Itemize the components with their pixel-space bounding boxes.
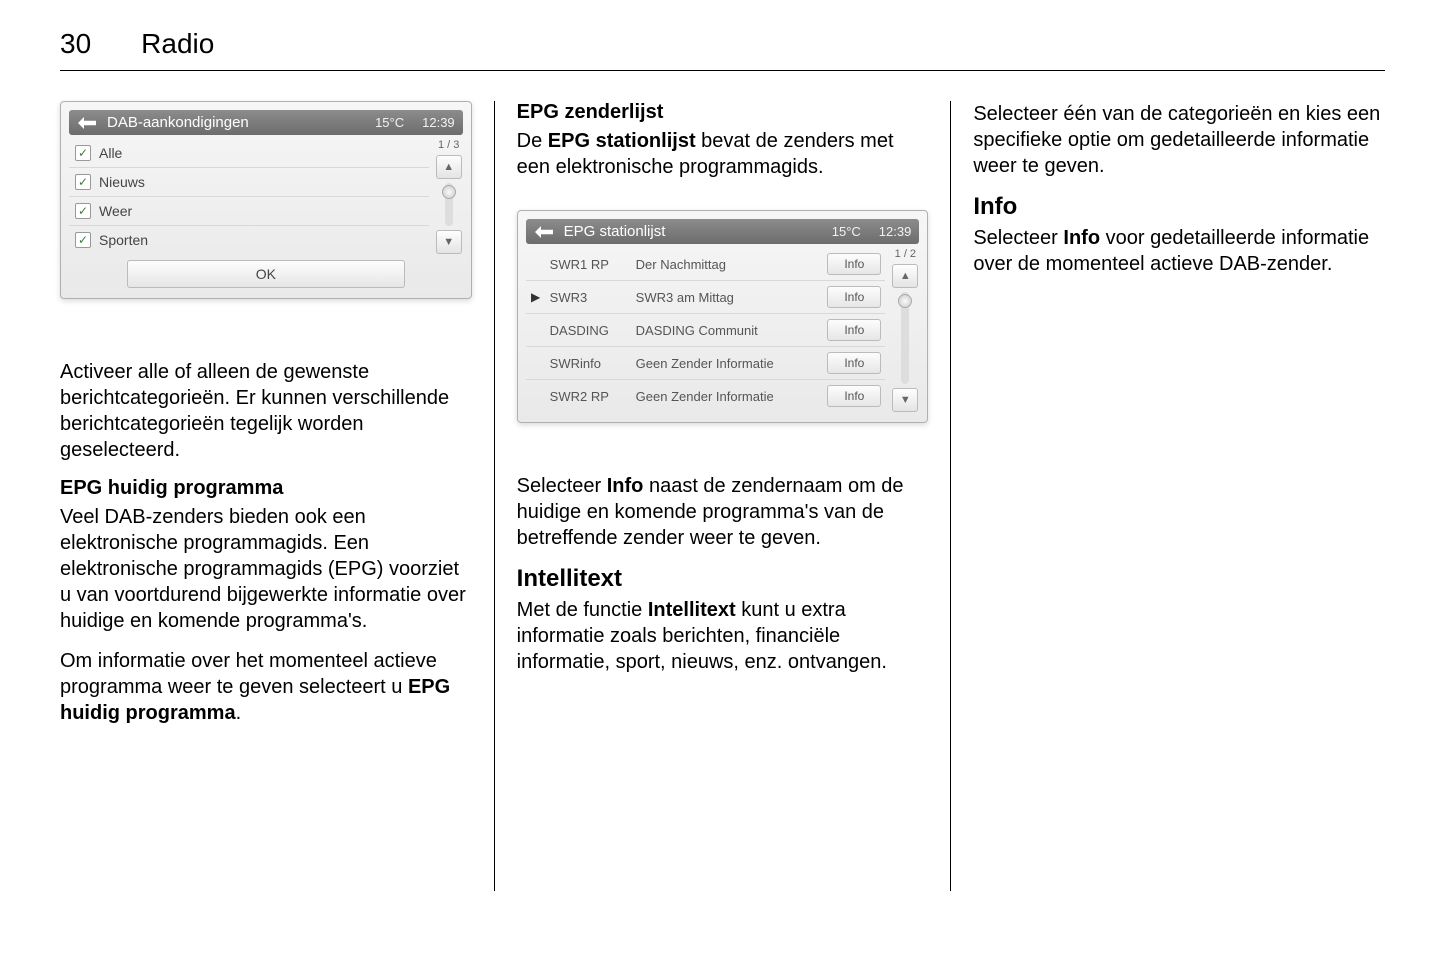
checkbox-icon[interactable]: ✓ xyxy=(75,232,91,248)
manual-page: 30 Radio DAB-aankondigingen 15°C 12:39 ✓… xyxy=(0,0,1445,966)
list-item[interactable]: ✓ Alle xyxy=(69,139,429,168)
scroll-track[interactable] xyxy=(445,183,453,226)
section-heading-info: Info xyxy=(973,193,1385,221)
list-item[interactable]: ✓ Nieuws xyxy=(69,168,429,197)
panel-title: DAB-aankondigingen xyxy=(107,114,365,131)
ok-button[interactable]: OK xyxy=(127,260,405,288)
panel-titlebar: DAB-aankondigingen 15°C 12:39 xyxy=(69,110,463,135)
column-3: Selecteer één van de categorieën en kies… xyxy=(950,101,1385,891)
program-name: Geen Zender Informatie xyxy=(636,389,820,404)
epg-stationlist-panel: EPG stationlijst 15°C 12:39 SWR1 RP Der N… xyxy=(517,210,929,423)
body-text: Selecteer één van de categorieën en kies… xyxy=(973,101,1385,179)
page-indicator: 1 / 2 xyxy=(895,248,916,260)
station-name: SWR3 xyxy=(550,290,628,305)
bold-term: Info xyxy=(1063,227,1100,249)
station-name: SWRinfo xyxy=(550,356,628,371)
announcement-list: ✓ Alle ✓ Nieuws ✓ Weer ✓ Sporten xyxy=(69,139,429,254)
bold-term: Info xyxy=(607,475,644,497)
station-name: DASDING xyxy=(550,323,628,338)
body-text: Selecteer Info naast de zendernaam om de… xyxy=(517,473,929,551)
section-heading-intellitext: Intellitext xyxy=(517,565,929,593)
body-text: De EPG stationlijst bevat de zenders met… xyxy=(517,128,929,180)
checkbox-icon[interactable]: ✓ xyxy=(75,145,91,161)
body-text: Om informatie over het momenteel actieve… xyxy=(60,648,472,726)
info-button[interactable]: Info xyxy=(827,352,881,374)
current-marker-icon: ▶ xyxy=(530,290,542,304)
page-title: Radio xyxy=(141,28,214,60)
epg-row[interactable]: SWR1 RP Der Nachmittag Info xyxy=(526,248,886,281)
info-button[interactable]: Info xyxy=(827,319,881,341)
panel-title: EPG stationlijst xyxy=(564,223,822,240)
list-item-label: Weer xyxy=(99,203,132,219)
page-indicator: 1 / 3 xyxy=(438,139,459,151)
panel-titlebar: EPG stationlijst 15°C 12:39 xyxy=(526,219,920,244)
columns: DAB-aankondigingen 15°C 12:39 ✓ Alle ✓ Nieu… xyxy=(60,101,1385,891)
column-2: EPG zenderlijst De EPG stationlijst beva… xyxy=(494,101,951,891)
scroll-down-button[interactable]: ▼ xyxy=(436,230,462,254)
program-name: Der Nachmittag xyxy=(636,257,820,272)
program-name: SWR3 am Mittag xyxy=(636,290,820,305)
text-run: De xyxy=(517,130,548,152)
scroll-column: 1 / 3 ▲ ▼ xyxy=(435,139,463,254)
scroll-track[interactable] xyxy=(901,292,909,384)
info-button[interactable]: Info xyxy=(827,253,881,275)
epg-row[interactable]: SWR2 RP Geen Zender Informatie Info xyxy=(526,380,886,412)
panel-temp: 15°C xyxy=(832,224,861,239)
scroll-thumb[interactable] xyxy=(442,185,456,199)
panel-time: 12:39 xyxy=(422,115,455,130)
page-number: 30 xyxy=(60,28,91,60)
panel-temp: 15°C xyxy=(375,115,404,130)
program-name: DASDING Communit xyxy=(636,323,820,338)
list-item[interactable]: ✓ Weer xyxy=(69,197,429,226)
scroll-up-button[interactable]: ▲ xyxy=(436,155,462,179)
scroll-column: 1 / 2 ▲ ▼ xyxy=(891,248,919,412)
checkbox-icon[interactable]: ✓ xyxy=(75,203,91,219)
bold-term: EPG stationlijst xyxy=(548,130,696,152)
back-icon[interactable] xyxy=(77,116,97,130)
body-text: Met de functie Intellitext kunt u extra … xyxy=(517,597,929,675)
text-run: Selecteer xyxy=(517,475,607,497)
body-text: Veel DAB-zenders bieden ook een elektron… xyxy=(60,504,472,634)
scroll-up-button[interactable]: ▲ xyxy=(892,264,918,288)
subheading-epg-current: EPG huidig programma xyxy=(60,477,472,500)
info-button[interactable]: Info xyxy=(827,385,881,407)
body-text: Selecteer Info voor gedetailleerde infor… xyxy=(973,225,1385,277)
epg-row[interactable]: SWRinfo Geen Zender Informatie Info xyxy=(526,347,886,380)
epg-station-list: SWR1 RP Der Nachmittag Info ▶ SWR3 SWR3 am Mi… xyxy=(526,248,886,412)
text-run: Met de functie xyxy=(517,599,648,621)
column-1: DAB-aankondigingen 15°C 12:39 ✓ Alle ✓ Nieu… xyxy=(60,101,494,891)
list-item[interactable]: ✓ Sporten xyxy=(69,226,429,254)
epg-row[interactable]: ▶ SWR3 SWR3 am Mittag Info xyxy=(526,281,886,314)
body-text: Activeer alle of alleen de gewenste beri… xyxy=(60,359,472,463)
list-item-label: Alle xyxy=(99,145,122,161)
panel-time: 12:39 xyxy=(879,224,912,239)
list-item-label: Sporten xyxy=(99,232,148,248)
scroll-down-button[interactable]: ▼ xyxy=(892,388,918,412)
list-item-label: Nieuws xyxy=(99,174,145,190)
page-header: 30 Radio xyxy=(60,28,1385,71)
epg-row[interactable]: DASDING DASDING Communit Info xyxy=(526,314,886,347)
program-name: Geen Zender Informatie xyxy=(636,356,820,371)
bold-term: Intellitext xyxy=(648,599,736,621)
station-name: SWR1 RP xyxy=(550,257,628,272)
station-name: SWR2 RP xyxy=(550,389,628,404)
info-button[interactable]: Info xyxy=(827,286,881,308)
back-icon[interactable] xyxy=(534,225,554,239)
text-run: Selecteer xyxy=(973,227,1063,249)
text-run: . xyxy=(236,702,242,724)
checkbox-icon[interactable]: ✓ xyxy=(75,174,91,190)
text-run: Om informatie over het momenteel actieve… xyxy=(60,650,437,698)
dab-announcements-panel: DAB-aankondigingen 15°C 12:39 ✓ Alle ✓ Nieu… xyxy=(60,101,472,299)
subheading-epg-list: EPG zenderlijst xyxy=(517,101,929,124)
scroll-thumb[interactable] xyxy=(898,294,912,308)
